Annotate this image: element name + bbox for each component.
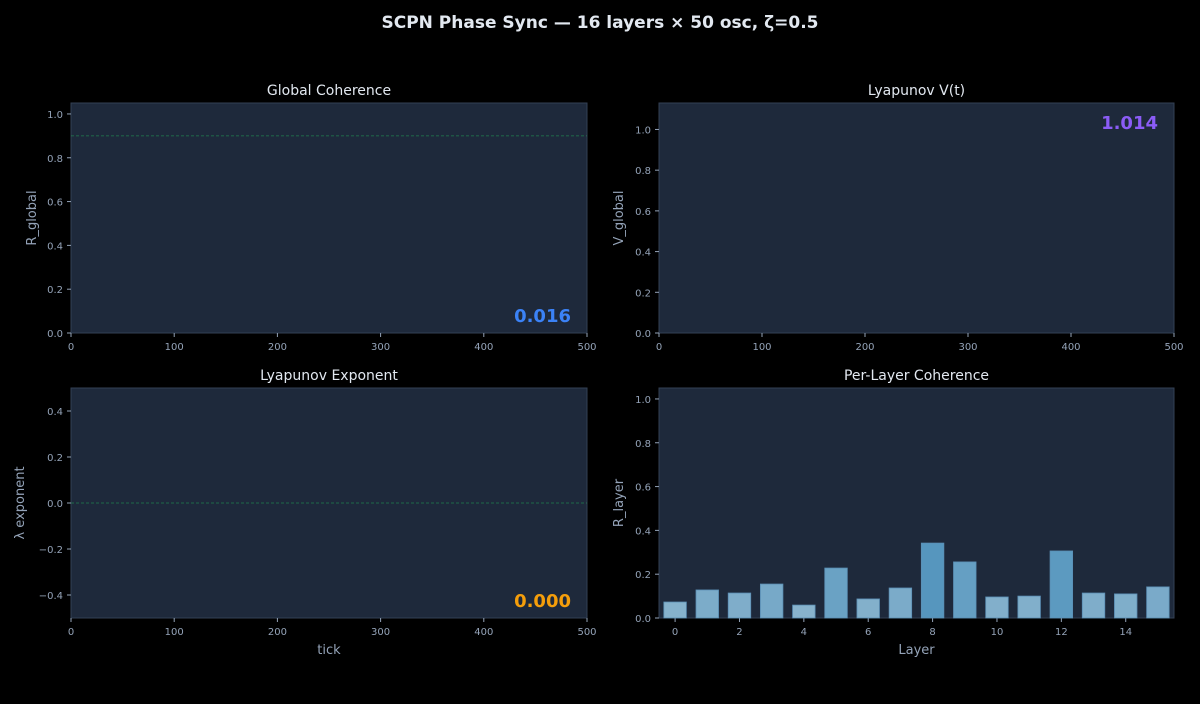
y-tick-label: 0.0 [47,329,63,340]
current-value-label: 0.016 [514,306,571,327]
y-tick-label: 0.2 [635,570,651,581]
y-axis-label: λ exponent [13,466,28,539]
x-tick-label: 0 [68,627,74,638]
x-tick-label: 500 [577,627,596,638]
panel-lyapunov-v-t-: Lyapunov V(t) 0 100 200 300 400 500 0.0 0.2 0.4 0.… [612,83,1184,353]
x-tick-label: 0 [672,627,678,638]
current-value-label: 0.000 [514,591,571,612]
bar-layer-1 [695,589,719,619]
bar-layer-4 [792,604,816,619]
current-value-label: 1.014 [1101,113,1158,134]
x-tick-label: 400 [474,342,493,353]
x-axis-label: tick [317,643,341,658]
y-axis-label: R_layer [612,478,627,527]
x-tick-label: 10 [991,627,1004,638]
x-tick-label: 0 [656,342,662,353]
x-axis-label: Layer [898,643,935,658]
x-tick-label: 500 [577,342,596,353]
bar-layer-9 [953,561,977,619]
panel-title: Global Coherence [267,83,391,99]
bar-layer-10 [985,596,1009,619]
x-tick-label: 6 [865,627,871,638]
panel-title: Per-Layer Coherence [844,368,989,384]
bar-layer-8 [920,542,945,619]
plot-area [658,102,1175,334]
y-tick-label: 1.0 [635,125,651,136]
bar-layer-14 [1114,593,1138,619]
bar-layer-12 [1049,550,1074,619]
x-tick-label: 14 [1119,627,1132,638]
x-tick-label: 0 [68,342,74,353]
y-tick-label: 0.8 [635,166,651,177]
x-tick-label: 300 [371,627,390,638]
bar-layer-5 [824,567,848,619]
bar-layer-7 [888,587,913,619]
y-tick-label: 0.2 [47,285,63,296]
y-axis-label: R_global [25,190,40,245]
y-tick-label: 0.6 [635,483,651,494]
x-tick-label: 100 [752,342,771,353]
x-tick-label: 300 [958,342,977,353]
y-axis-label: V_global [612,190,627,245]
x-tick-label: 2 [736,627,742,638]
bar-layer-11 [1017,595,1041,619]
y-tick-label: 0.4 [635,248,651,259]
x-tick-label: 100 [165,627,184,638]
x-tick-label: 12 [1055,627,1068,638]
bar-layer-15 [1146,586,1170,619]
y-tick-label: 0.4 [47,407,63,418]
plot-area [658,387,1175,619]
x-tick-label: 200 [855,342,874,353]
y-tick-label: 0.6 [635,207,651,218]
y-tick-label: 1.0 [47,110,63,121]
x-tick-label: 300 [371,342,390,353]
bar-layer-6 [856,598,880,619]
x-tick-label: 8 [929,627,935,638]
y-tick-label: 0.0 [635,614,651,625]
y-tick-label: 0.2 [635,288,651,299]
bar-layer-3 [759,583,784,619]
figure-title: SCPN Phase Sync — 16 layers × 50 osc, ζ=… [381,13,818,33]
y-tick-label: 0.6 [47,198,63,209]
y-tick-label: 0.0 [635,329,651,340]
bar-layer-13 [1081,592,1106,619]
x-tick-label: 200 [268,627,287,638]
x-tick-label: 200 [268,342,287,353]
y-tick-label: 0.8 [635,439,651,450]
y-tick-label: 0.4 [635,526,651,537]
bar-layer-2 [727,592,752,619]
x-tick-label: 100 [165,342,184,353]
x-tick-label: 500 [1164,342,1183,353]
y-tick-label: 0.2 [47,453,63,464]
panel-lyapunov-exponent: Lyapunov Exponent 0 100 200 300 400 500 −0.4 −0.… [13,368,597,658]
y-tick-label: 0.4 [47,241,63,252]
y-tick-label: −0.2 [39,545,63,556]
y-tick-label: −0.4 [39,591,63,602]
panel-per-layer-coherence: Per-Layer Coherence 0 2 4 6 8 10 12 14 0.0 0.2 0.4 0… [612,368,1175,658]
panel-title: Lyapunov Exponent [260,368,398,384]
x-tick-label: 400 [1061,342,1080,353]
x-tick-label: 400 [474,627,493,638]
x-tick-label: 4 [801,627,807,638]
y-tick-label: 1.0 [635,395,651,406]
panel-title: Lyapunov V(t) [868,83,965,99]
bar-layer-0 [663,601,687,619]
plot-area [70,102,588,334]
y-tick-label: 0.8 [47,154,63,165]
panel-global-coherence: Global Coherence 0 100 200 300 400 500 0.0 0.2 0.… [25,83,597,353]
y-tick-label: 0.0 [47,499,63,510]
